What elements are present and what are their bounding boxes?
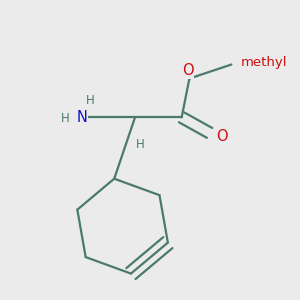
Text: methyl: methyl [241,56,287,70]
Text: H: H [61,112,70,125]
Text: N: N [77,110,88,125]
Text: H: H [136,138,145,152]
Text: O: O [216,128,228,143]
Text: O: O [182,63,194,78]
Text: H: H [85,94,94,107]
